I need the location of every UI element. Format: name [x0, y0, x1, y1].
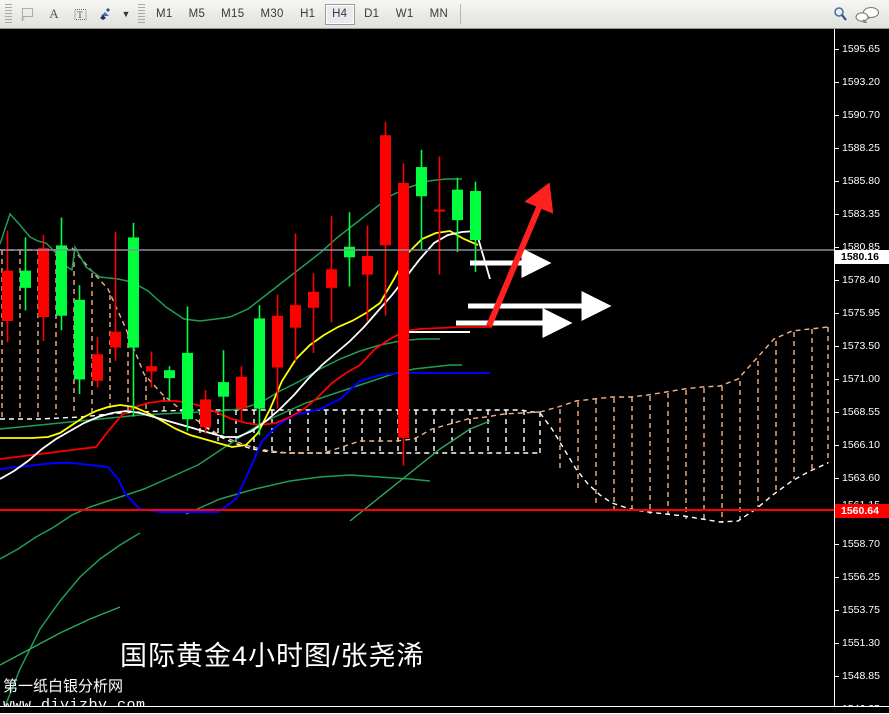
candlestick-series: [2, 121, 481, 466]
candle-body: [254, 318, 265, 409]
auxiliary-green-line: [0, 420, 491, 666]
price-tick: 1563.60: [835, 472, 889, 485]
objects-icon[interactable]: [93, 3, 119, 25]
price-tick: 1578.40: [835, 274, 889, 287]
annotation-arrows: [456, 182, 612, 338]
timeframe-h4[interactable]: H4: [324, 3, 355, 25]
current-price-label: 1580.16: [835, 250, 889, 264]
toolbar-divider: [460, 4, 462, 24]
zoom-search-icon[interactable]: [827, 3, 853, 25]
candle-body: [110, 331, 121, 348]
chart-bottom-border: [0, 706, 889, 714]
candle-body: [362, 256, 373, 275]
candle-body: [56, 245, 67, 316]
price-tick: 1556.25: [835, 571, 889, 584]
candle-body: [74, 299, 85, 380]
svg-text:T: T: [77, 10, 83, 20]
candle-body: [92, 354, 103, 381]
timeframe-d1[interactable]: D1: [364, 8, 380, 20]
candle-body: [128, 237, 139, 348]
price-tick: 1553.75: [835, 604, 889, 617]
candle-body: [182, 352, 193, 420]
site-name-watermark: 第一纸白银分析网: [3, 678, 124, 695]
timeframe-m1[interactable]: M1: [156, 8, 173, 20]
price-tick: 1558.70: [835, 538, 889, 551]
candle-body: [146, 366, 157, 372]
price-tick: 1573.50: [835, 340, 889, 353]
chart-toolbar: F A T ▼ M1 M5 M15 M30 H1 H4 D1 W1: [0, 0, 889, 29]
timeframe-m5[interactable]: M5: [188, 8, 206, 20]
moving-average-green: [0, 338, 440, 430]
price-tick: 1590.70: [835, 109, 889, 122]
candle-body: [2, 270, 13, 322]
price-tick: 1593.20: [835, 76, 889, 89]
price-tick: 1575.95: [835, 307, 889, 320]
candle-body: [38, 248, 49, 318]
candle-body: [416, 167, 427, 197]
price-tick: 1566.10: [835, 439, 889, 452]
timeframe-mn[interactable]: MN: [429, 8, 449, 20]
price-scale[interactable]: 1595.65 1593.20 1590.70 1588.25 1585.80 1583.…: [834, 29, 889, 714]
candle-body: [308, 291, 319, 308]
chart-canvas-area[interactable]: 国际黄金4小时图/张尧浠 第一纸白银分析网 www.diyizby.com 15…: [0, 29, 889, 714]
chat-bubbles-icon[interactable]: [853, 3, 883, 25]
text-box-icon[interactable]: T: [67, 3, 93, 25]
candle-body: [344, 246, 355, 258]
alert-price-label: 1560.64: [835, 504, 889, 518]
candle-body: [470, 190, 481, 241]
candle-body: [452, 189, 463, 221]
candle-body: [398, 182, 409, 438]
dropdown-arrow-icon[interactable]: ▼: [121, 9, 131, 19]
timeframe-h1[interactable]: H1: [300, 8, 316, 20]
crosshair-icon[interactable]: F: [15, 3, 41, 25]
candle-body: [290, 305, 301, 328]
chart-svg: [0, 121, 834, 714]
price-tick: 1595.65: [835, 43, 889, 56]
price-tick: 1571.00: [835, 373, 889, 386]
svg-text:F: F: [21, 17, 24, 22]
price-tick: 1588.25: [835, 142, 889, 155]
toolbar-grip-2[interactable]: [138, 4, 145, 24]
toolbar-right-group: [827, 3, 889, 25]
price-tick: 1568.55: [835, 406, 889, 419]
candle-body: [380, 135, 391, 246]
timeframe-m15[interactable]: M15: [221, 8, 245, 20]
candle-body: [326, 269, 337, 288]
timeframe-w1[interactable]: W1: [395, 8, 414, 20]
candle-body: [218, 382, 229, 397]
candle-body: [272, 315, 283, 368]
candle-body: [20, 270, 31, 288]
moving-average-red: [0, 326, 492, 460]
ichimoku-cloud: [0, 247, 829, 523]
text-label-icon[interactable]: A: [49, 6, 59, 21]
price-tick: 1551.30: [835, 637, 889, 650]
price-tick: 1585.80: [835, 175, 889, 188]
arrow-trend-up: [486, 182, 554, 328]
moving-average-yellow: [0, 230, 479, 448]
price-plot[interactable]: 国际黄金4小时图/张尧浠 第一纸白银分析网 www.diyizby.com: [0, 29, 834, 714]
candle-body: [164, 370, 175, 379]
price-tick: 1583.35: [835, 208, 889, 221]
price-tick: 1548.85: [835, 670, 889, 683]
candle-body: [236, 376, 247, 409]
toolbar-grip-1[interactable]: [5, 4, 12, 24]
chart-title-watermark: 国际黄金4小时图/张尧浠: [120, 641, 425, 671]
candle-body: [434, 209, 445, 212]
candle-body: [200, 399, 211, 428]
timeframe-m30[interactable]: M30: [260, 8, 284, 20]
